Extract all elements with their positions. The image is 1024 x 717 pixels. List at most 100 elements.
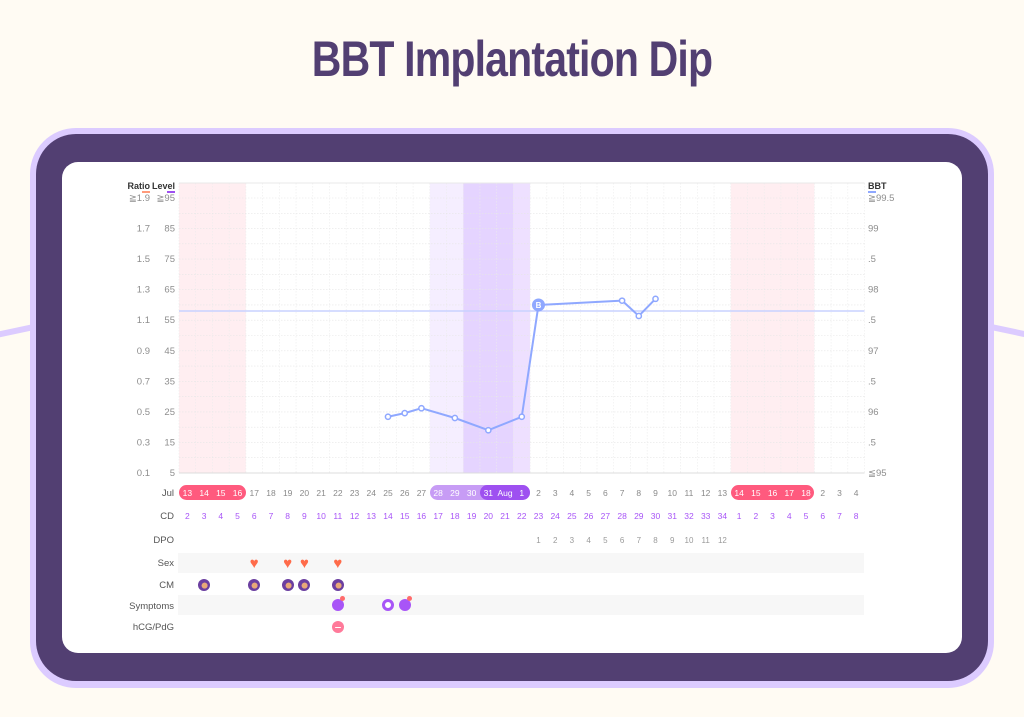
date-cell: 17: [249, 488, 259, 498]
dpo-cell: 10: [684, 536, 694, 545]
date-cell: 3: [837, 488, 842, 498]
heart-icon: ♥: [249, 555, 259, 572]
bbt-legend-swatch: [868, 191, 876, 193]
date-cell: 7: [619, 488, 625, 498]
cervical-mucus-icon: [198, 579, 211, 591]
date-cell: 13: [182, 488, 193, 498]
bbt-data-point: [635, 312, 643, 320]
dpo-cell: 3: [569, 536, 575, 545]
date-cell: 8: [636, 488, 642, 498]
cycle-day-cell: 7: [837, 511, 842, 521]
cycle-day-cell: 2: [753, 511, 759, 521]
bbt-tick: .5: [868, 315, 876, 326]
heart-icon: ♥: [299, 555, 309, 572]
cycle-day-cell: 23: [533, 511, 544, 521]
cycle-day-cell: 7: [268, 511, 274, 521]
dpo-cell: 9: [670, 536, 675, 545]
dpo-cell: 8: [653, 536, 658, 545]
cycle-day-cell: 6: [251, 511, 257, 521]
symptom-outline-icon: [382, 599, 394, 611]
cycle-day-cell: 21: [500, 511, 510, 521]
heart-icon: ♥: [283, 555, 293, 572]
cycle-day-cell: 30: [650, 511, 661, 521]
date-cell: 24: [366, 488, 376, 498]
date-cell: 18: [801, 488, 811, 498]
cycle-day-cell: 27: [600, 511, 611, 521]
level-tick: 15: [164, 437, 175, 448]
dpo-cell: 4: [586, 536, 591, 545]
cycle-day-cell: 15: [399, 511, 410, 521]
ratio-tick: 0.1: [137, 468, 150, 479]
dpo-cell: 12: [717, 536, 727, 545]
cervical-mucus-icon: [298, 579, 311, 591]
date-cell: 15: [216, 488, 226, 498]
date-cell: 17: [784, 488, 794, 498]
cycle-day-cell: 18: [450, 511, 460, 521]
cycle-day-cell: 17: [433, 511, 443, 521]
date-cell: 13: [717, 488, 728, 498]
date-cell: 2: [536, 488, 541, 498]
ratio-tick: 0.9: [137, 346, 150, 357]
cycle-day-cell: 20: [483, 511, 494, 521]
date-cell: 2: [820, 488, 826, 498]
predicted-period-pill: [730, 485, 815, 500]
cycle-day-cell: 3: [770, 511, 775, 521]
sex-row-label: Sex: [157, 558, 174, 569]
symptoms-row-label: Symptoms: [129, 601, 174, 612]
cm-row-label: CM: [159, 580, 174, 591]
date-cell: Aug: [497, 488, 513, 498]
cycle-day-cell: 24: [550, 511, 560, 521]
cycle-day-cell: 9: [302, 511, 307, 521]
fertile-window-end-band: [513, 183, 531, 473]
date-cell: 16: [232, 488, 243, 498]
level-legend-swatch: [167, 191, 175, 193]
cycle-day-cell: 34: [717, 511, 728, 521]
dpo-cell: 7: [636, 536, 642, 545]
date-cell: 14: [734, 488, 744, 498]
cervical-mucus-icon: [248, 579, 261, 591]
bbt-data-point: [384, 413, 392, 421]
cycle-day-cell: 25: [567, 511, 577, 521]
cervical-mucus-icon: [331, 579, 344, 591]
date-cell: 4: [853, 488, 859, 498]
cycle-day-cell: 28: [617, 511, 627, 521]
cycle-day-cell: 31: [667, 511, 677, 521]
cycle-day-cell: 8: [285, 511, 291, 521]
symptom-icon: [331, 599, 344, 611]
ratio-tick: 0.7: [137, 376, 150, 387]
cycle-day-cell: 10: [316, 511, 326, 521]
cycle-day-cell: 4: [218, 511, 224, 521]
ovulation-pill: [479, 485, 531, 500]
bbt-tick: ≦95: [868, 468, 887, 479]
date-cell: 20: [299, 488, 310, 498]
cycle-day-cell: 2: [184, 511, 190, 521]
date-cell: 18: [266, 488, 276, 498]
date-cell: 9: [653, 488, 658, 498]
chart-card: Ratio Level BBT ≧1.9 1.7 1.5 1.3 1.1 0.9 0.7 0.5 0.…: [62, 162, 962, 653]
period-pill: [179, 485, 246, 500]
date-cell: 12: [700, 488, 711, 498]
cycle-day-cell: 29: [634, 511, 644, 521]
cycle-day-cell: 5: [803, 511, 809, 521]
cycle-day-cell: 16: [416, 511, 427, 521]
cycle-day-cell: 22: [517, 511, 527, 521]
bbt-tick: .5: [868, 437, 876, 448]
bbt-axis-header: BBT: [868, 181, 887, 191]
notification-dot-icon: [339, 596, 345, 601]
cycle-day-cell: 8: [853, 511, 859, 521]
month-row-label: Jul: [161, 488, 174, 499]
ratio-axis-header: Ratio: [128, 181, 151, 191]
bbt-data-point: [418, 404, 425, 412]
date-cell: 11: [684, 488, 694, 498]
cycle-day-cell: 5: [235, 511, 240, 521]
date-cell: 1: [519, 488, 525, 498]
date-cell: 16: [767, 488, 778, 498]
level-axis-header: Level: [152, 181, 175, 191]
date-cell: 28: [433, 488, 443, 498]
level-tick: 75: [164, 254, 175, 265]
dpo-cell: 2: [552, 536, 558, 545]
bbt-tick: .5: [868, 376, 876, 387]
dpo-cell: 6: [619, 536, 625, 545]
ratio-tick: ≧1.9: [129, 193, 150, 204]
predicted-period-band: [730, 183, 815, 473]
